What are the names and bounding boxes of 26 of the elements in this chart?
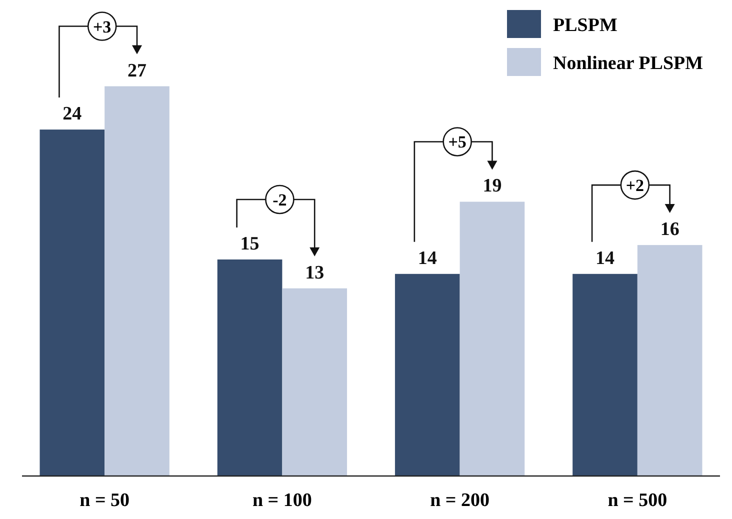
bar (394, 274, 460, 476)
annotation: -2 (272, 190, 287, 210)
bar (104, 86, 170, 476)
bar (572, 274, 638, 476)
bar (282, 288, 348, 476)
data-label: 13 (305, 262, 324, 284)
data-label: 19 (482, 176, 502, 197)
bar (40, 130, 105, 476)
data-label: 14 (596, 248, 615, 269)
bar (460, 202, 525, 476)
data-label: 15 (240, 233, 260, 254)
legend-label: PLSPM (553, 15, 618, 36)
x-tick-label: n = 50 (80, 490, 130, 511)
bar (637, 245, 702, 476)
text: +3 (93, 17, 112, 36)
legend-label: Nonlinear PLSPM (553, 53, 704, 74)
x-tick-label: n = 500 (608, 490, 668, 511)
data-label: 24 (62, 104, 82, 125)
data-label: 16 (660, 219, 680, 240)
annotation: +5 (448, 132, 466, 152)
x-tick-label: n = 200 (430, 490, 490, 511)
data-label: 14 (418, 248, 438, 269)
annotation: +2 (626, 176, 644, 196)
x-tick-label: n = 100 (252, 490, 312, 511)
bar (217, 259, 282, 476)
data-label: 27 (128, 60, 147, 82)
